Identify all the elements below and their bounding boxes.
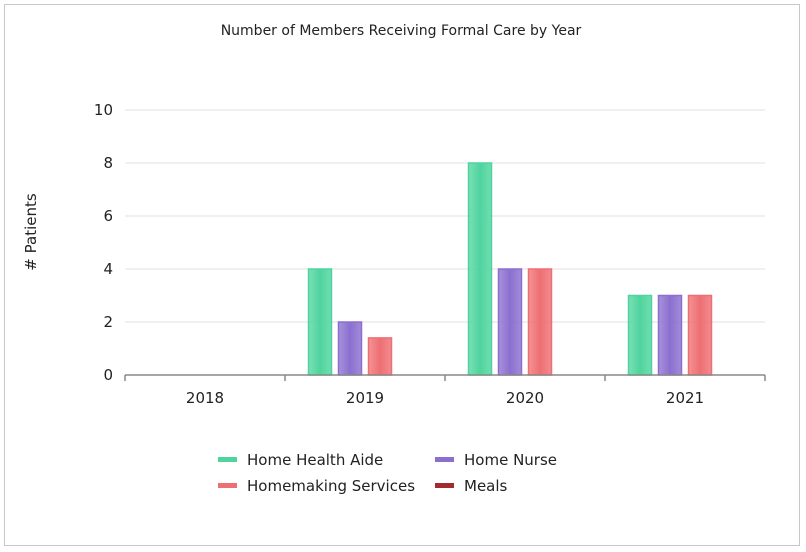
y-tick-label: 4 <box>103 260 113 278</box>
bar-homemaking-services-2021[interactable] <box>687 294 713 376</box>
bar-home-health-aide-2021[interactable] <box>627 294 653 376</box>
x-tick-label: 2019 <box>346 389 384 407</box>
legend-swatch <box>218 483 237 488</box>
y-tick-label: 10 <box>94 101 113 119</box>
bar-home-nurse-2019[interactable] <box>337 321 363 376</box>
y-tick-label: 0 <box>103 366 113 384</box>
legend-label: Meals <box>464 477 508 495</box>
y-tick-label: 8 <box>103 154 113 172</box>
legend-label: Home Health Aide <box>247 451 383 469</box>
chart-frame <box>4 4 800 546</box>
y-axis-label: # Patients <box>22 193 40 271</box>
bar-home-health-aide-2020[interactable] <box>467 162 493 376</box>
x-tick-label: 2020 <box>506 389 544 407</box>
legend-swatch <box>218 457 237 462</box>
bar-homemaking-services-2020[interactable] <box>527 268 553 376</box>
legend-item-meals[interactable]: Meals <box>435 477 508 495</box>
legend-item-home-health-aide[interactable]: Home Health Aide <box>218 451 383 469</box>
x-tick-label: 2018 <box>186 389 224 407</box>
y-tick-label: 6 <box>103 207 113 225</box>
legend-label: Home Nurse <box>464 451 557 469</box>
legend-item-homemaking-services[interactable]: Homemaking Services <box>218 477 415 495</box>
bar-home-nurse-2021[interactable] <box>657 294 683 376</box>
bar-home-health-aide-2019[interactable] <box>307 268 333 376</box>
legend-label: Homemaking Services <box>247 477 415 495</box>
bar-homemaking-services-2019[interactable] <box>367 337 393 376</box>
x-tick-label: 2021 <box>666 389 704 407</box>
legend-swatch <box>435 457 454 462</box>
bar-home-nurse-2020[interactable] <box>497 268 523 376</box>
legend-swatch <box>435 483 454 488</box>
legend-item-home-nurse[interactable]: Home Nurse <box>435 451 557 469</box>
y-tick-label: 2 <box>103 313 113 331</box>
chart-title: Number of Members Receiving Formal Care … <box>221 23 582 39</box>
